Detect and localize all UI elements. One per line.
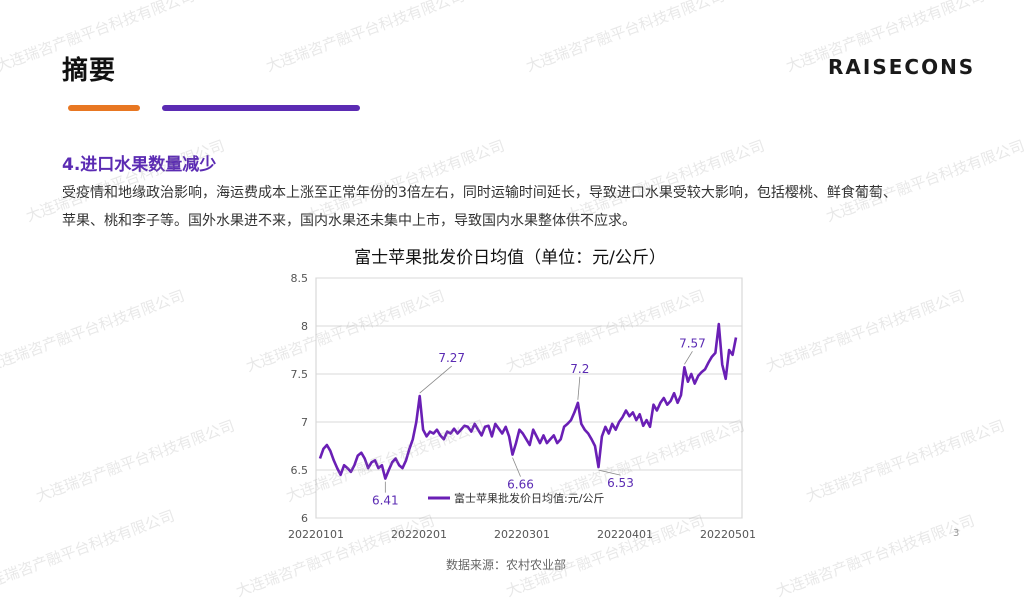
watermark-text: 大连瑞咨产融平台科技有限公司 xyxy=(33,416,237,506)
watermark-text: 大连瑞咨产融平台科技有限公司 xyxy=(0,506,177,596)
label-leader-line xyxy=(598,469,621,476)
label-leader-line xyxy=(577,376,581,400)
y-tick-label: 7.5 xyxy=(291,368,309,381)
paragraph-line-1: 受疫情和地缘政治影响，海运费成本上涨至正常年份的3倍左右，同时运输时间延长，导致… xyxy=(62,185,897,201)
y-tick-label: 8 xyxy=(301,320,308,333)
y-tick-label: 6.5 xyxy=(291,464,309,477)
x-tick-label: 20220401 xyxy=(597,528,653,541)
data-label: 6.53 xyxy=(607,476,634,490)
label-leader-line xyxy=(419,365,452,394)
data-label: 6.66 xyxy=(507,478,534,492)
data-label: 7.2 xyxy=(570,362,589,376)
price-line-chart: 6 6.5 7 7.5 8 8.5 20220101 20220201 20220301 2022… xyxy=(288,272,756,541)
watermark-text: 大连瑞咨产融平台科技有限公司 xyxy=(803,416,1007,506)
watermark-text: 大连瑞咨产融平台科技有限公司 xyxy=(523,0,727,76)
x-tick-label: 20220101 xyxy=(288,528,344,541)
x-tick-label: 20220501 xyxy=(700,528,756,541)
label-leader-line xyxy=(684,351,693,365)
y-tick-label: 6 xyxy=(301,512,308,525)
page-title: 摘要 xyxy=(62,56,117,86)
y-tick-label: 8.5 xyxy=(291,272,309,285)
watermark-text: 大连瑞咨产融平台科技有限公司 xyxy=(773,511,977,601)
data-source: 数据来源：农村农业部 xyxy=(446,558,567,572)
data-label: 6.41 xyxy=(372,494,399,508)
y-tick-label: 7 xyxy=(301,416,308,429)
page-number: 3 xyxy=(953,528,960,539)
legend-label: 富士苹果批发价日均值:元/公斤 xyxy=(454,491,604,505)
x-tick-label: 20220301 xyxy=(494,528,550,541)
watermark-text: 大连瑞咨产融平台科技有限公司 xyxy=(763,286,967,376)
summary-paragraph: 受疫情和地缘政治影响，海运费成本上涨至正常年份的3倍左右，同时运输时间延长，导致… xyxy=(62,179,982,235)
label-leader-line xyxy=(512,457,521,477)
paragraph-line-2: 苹果、桃和李子等。国外水果进不来，国内水果还未集中上市，导致国内水果整体供不应求… xyxy=(62,213,636,229)
watermark-text: 大连瑞咨产融平台科技有限公司 xyxy=(263,0,467,76)
series-line xyxy=(318,322,738,480)
title-underline-purple xyxy=(162,105,360,111)
company-logo: RAISECONS xyxy=(828,55,976,79)
data-label: 7.27 xyxy=(438,351,465,365)
x-tick-label: 20220201 xyxy=(391,528,447,541)
title-underline-orange xyxy=(68,105,140,111)
watermark-text: 大连瑞咨产融平台科技有限公司 xyxy=(0,286,187,376)
chart-title: 富士苹果批发价日均值（单位：元/公斤） xyxy=(354,248,666,268)
section-title: 4.进口水果数量减少 xyxy=(62,155,217,175)
data-label: 7.57 xyxy=(679,336,706,350)
